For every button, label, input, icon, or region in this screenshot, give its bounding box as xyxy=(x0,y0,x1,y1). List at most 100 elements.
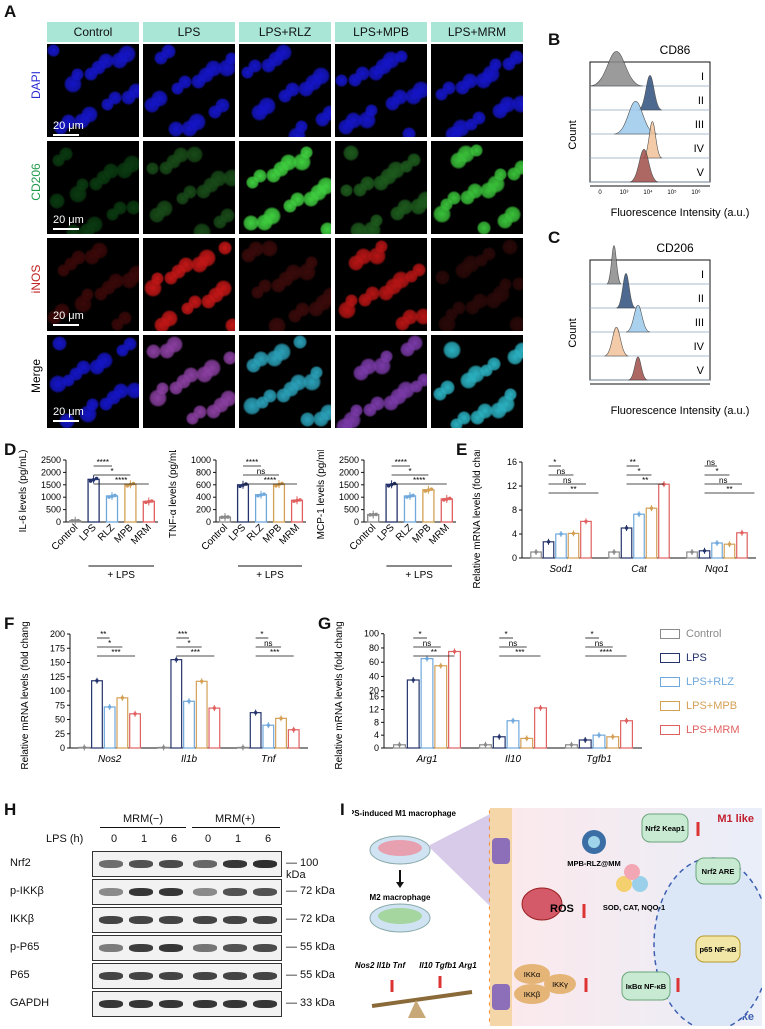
category-label: Nos2 xyxy=(98,754,122,765)
m1-like-label: M1 like xyxy=(717,813,754,825)
legend-label: LPS+MRM xyxy=(686,724,740,736)
m1-genes-label: Nos2 Il1b Tnf xyxy=(355,961,407,970)
data-point xyxy=(511,719,515,723)
y-tick-label: 40 xyxy=(369,671,379,681)
data-point xyxy=(525,736,529,741)
data-point xyxy=(280,481,284,486)
category-label: Il1b xyxy=(181,754,198,765)
flow-level-label: V xyxy=(697,167,705,179)
legend-swatch xyxy=(660,701,680,711)
bar xyxy=(434,665,448,749)
flow-peak xyxy=(625,304,651,333)
blot-band xyxy=(253,944,277,952)
blot-label: p-IKKβ xyxy=(10,885,44,897)
data-point xyxy=(120,696,125,700)
blot-band xyxy=(129,860,153,868)
panel-letter-d: D xyxy=(4,440,17,459)
micrograph-cd206-1 xyxy=(143,141,235,234)
data-point xyxy=(538,706,543,710)
sig-label: ** xyxy=(630,458,636,467)
y-tick-label: 0 xyxy=(56,517,61,527)
y-axis-label: TNF-α levels (pg/mL) xyxy=(168,450,179,538)
scale-label: 20 μm xyxy=(53,120,84,132)
bar xyxy=(262,724,275,749)
sig-label: *** xyxy=(191,648,200,657)
ikkb-label: IKKβ xyxy=(524,990,541,999)
legend-label: LPS xyxy=(686,652,707,664)
data-point xyxy=(690,550,694,554)
sig-label: *** xyxy=(178,630,187,639)
blot-strip xyxy=(92,851,282,877)
blot-band xyxy=(223,944,247,952)
data-point xyxy=(397,743,402,747)
panel-letter-c: C xyxy=(548,228,561,247)
flow-level-label: II xyxy=(698,95,704,107)
sig-label: **** xyxy=(600,648,612,657)
micrograph-inos-4 xyxy=(431,238,523,331)
panel-letter-g: G xyxy=(318,614,332,633)
micrograph-inos-1 xyxy=(143,238,235,331)
y-tick-label: 800 xyxy=(196,467,211,477)
data-point xyxy=(559,532,563,536)
row-label-merge: Merge xyxy=(29,359,43,394)
panel-d-tnfa-chart: 0 200 400 600 800 1000 TNF-α levels (pg/mL) Con… xyxy=(168,450,306,581)
sig-label: ** xyxy=(570,485,576,494)
bar xyxy=(103,706,116,749)
nrf2-keap-label: Nrf2 Keap1 xyxy=(645,824,685,833)
seesaw-icon xyxy=(371,990,473,1008)
bar xyxy=(170,659,183,749)
flow-level-label: III xyxy=(695,119,704,131)
kda-label: — 100 kDa xyxy=(286,857,319,881)
blot-band xyxy=(99,860,123,868)
category-label: Control xyxy=(50,522,81,553)
y-tick-label: 4 xyxy=(512,529,517,539)
data-point xyxy=(584,519,588,524)
legend-swatch xyxy=(660,725,680,735)
panel-i-mechanism-schematic: LPS-induced M1 macrophage M2 macrophage … xyxy=(352,808,762,1026)
bar xyxy=(249,712,262,749)
panel-letter-a: A xyxy=(4,2,17,21)
data-point xyxy=(107,705,112,709)
data-point xyxy=(452,649,457,654)
data-point xyxy=(274,483,278,488)
blot-band xyxy=(129,944,153,952)
y-tick-label: 125 xyxy=(50,672,65,682)
sig-label: *** xyxy=(111,648,120,657)
legend-label: Control xyxy=(686,628,722,640)
zoom-wedge xyxy=(428,813,492,908)
data-point xyxy=(405,495,409,499)
blot-label: P65 xyxy=(10,969,30,981)
p65-nfkb-box xyxy=(695,935,741,963)
category-label: LPS xyxy=(376,522,397,543)
y-tick-label: 25 xyxy=(55,729,65,739)
y-tick-label: 1000 xyxy=(339,492,359,502)
blot-strip xyxy=(92,991,282,1017)
flow-xlabel: Fluorescence Intensity (a.u.) xyxy=(611,405,750,417)
sig-label: * xyxy=(553,458,556,467)
data-point xyxy=(483,743,488,747)
lps-hours-label: LPS (h) xyxy=(46,833,84,845)
legend-item: LPS+RLZ xyxy=(660,670,760,694)
category-label: Cat xyxy=(631,564,648,575)
data-point xyxy=(147,499,151,504)
category-label: Sod1 xyxy=(549,564,572,575)
timepoint-label: 1 xyxy=(234,833,242,845)
fulcrum-icon xyxy=(408,1000,426,1018)
y-tick-label: 175 xyxy=(50,643,65,653)
data-point xyxy=(161,745,166,750)
category-label: Il10 xyxy=(505,754,522,765)
flow-tick-label: 0 xyxy=(598,190,602,196)
y-axis-label: Relative mRNA levels (fold change) xyxy=(472,450,483,589)
blot-strip xyxy=(92,879,282,905)
kda-label: — 33 kDa xyxy=(286,997,335,1009)
bar xyxy=(208,707,221,749)
sig-label: ** xyxy=(726,485,732,494)
data-point xyxy=(95,679,99,683)
y-tick-label: 0 xyxy=(354,517,359,527)
y-tick-label: 0 xyxy=(206,517,211,527)
data-point xyxy=(448,496,452,501)
data-point xyxy=(226,515,230,519)
data-point xyxy=(238,484,242,489)
scale-bar xyxy=(53,324,79,326)
